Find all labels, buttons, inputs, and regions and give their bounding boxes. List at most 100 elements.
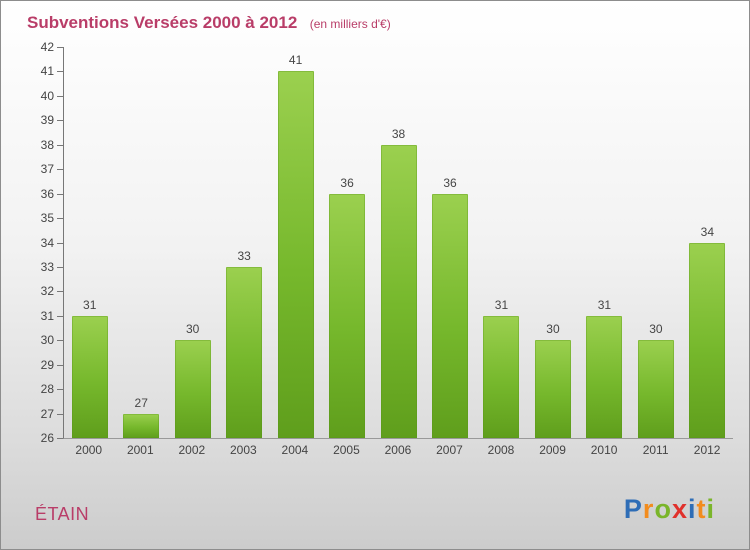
x-tick-label: 2010 xyxy=(590,443,618,457)
chart-title: Subventions Versées 2000 à 2012 xyxy=(27,13,298,32)
y-tick-label: 28 xyxy=(40,382,54,397)
y-tick-mark xyxy=(57,291,63,293)
y-tick-label: 32 xyxy=(40,284,54,299)
bar xyxy=(689,242,726,438)
y-tick-mark xyxy=(57,413,63,415)
logo-letter: t xyxy=(696,494,707,524)
y-tick-label: 34 xyxy=(40,235,54,250)
logo-letter: o xyxy=(654,494,672,524)
x-tick-label: 2006 xyxy=(384,443,412,457)
x-tick-label: 2003 xyxy=(230,443,257,457)
bar-column: 38 xyxy=(373,47,424,438)
bar-value-label: 38 xyxy=(391,126,406,141)
bars-area: 31 27 30 33 41 36 38 36 31 30 31 30 34 xyxy=(64,47,733,438)
bar-column: 41 xyxy=(270,47,321,438)
x-tick-label: 2002 xyxy=(178,443,206,457)
bar xyxy=(174,340,211,438)
y-tick-label: 40 xyxy=(40,88,54,103)
bar-column: 27 xyxy=(115,47,166,438)
y-tick-label: 39 xyxy=(40,113,54,128)
x-tick-label: 2008 xyxy=(487,443,515,457)
y-tick-mark xyxy=(57,242,63,244)
bar-value-label: 30 xyxy=(546,322,560,337)
bar-column: 31 xyxy=(579,47,630,438)
y-tick-label: 42 xyxy=(40,40,54,54)
y-tick-label: 26 xyxy=(40,431,54,445)
bar xyxy=(123,413,160,438)
logo-letter: P xyxy=(623,494,643,524)
bar-value-label: 36 xyxy=(340,175,354,190)
x-tick-label: 2009 xyxy=(539,443,566,457)
bar-column: 36 xyxy=(321,47,372,438)
x-tick-label: 2012 xyxy=(693,443,721,457)
bar-column: 31 xyxy=(64,47,115,438)
y-tick-label: 30 xyxy=(40,333,54,348)
logo-letter: r xyxy=(642,494,655,524)
bar-column: 36 xyxy=(424,47,475,438)
y-tick-mark xyxy=(57,47,63,48)
y-tick-label: 38 xyxy=(40,137,54,152)
bar xyxy=(483,315,520,438)
chart-header: Subventions Versées 2000 à 2012 (en mill… xyxy=(1,1,749,33)
bar-value-label: 31 xyxy=(494,297,509,312)
x-axis-labels: 2000 2001 2002 2003 2004 2005 2006 2007 2008 2009… xyxy=(63,443,733,457)
bar-column: 30 xyxy=(630,47,681,438)
y-tick-mark xyxy=(57,364,63,366)
x-tick-label: 2011 xyxy=(642,443,669,457)
y-tick-mark xyxy=(57,340,63,342)
y-tick-label: 33 xyxy=(40,259,54,274)
bar-column: 30 xyxy=(167,47,218,438)
bar xyxy=(586,315,623,438)
bar-value-label: 36 xyxy=(443,175,457,190)
y-tick-label: 35 xyxy=(40,211,54,226)
logo-letter: i xyxy=(687,494,697,524)
y-tick-label: 37 xyxy=(40,162,54,177)
bar xyxy=(71,315,108,438)
chart-subtitle: (en milliers d'€) xyxy=(309,17,391,31)
bar-chart-plot: 31 27 30 33 41 36 38 36 31 30 31 30 34 42 41 40 39 38 37 3… xyxy=(41,40,733,445)
proxiti-logo[interactable]: Proxiti xyxy=(624,494,715,525)
bar-value-label: 41 xyxy=(288,53,303,68)
bar xyxy=(226,266,263,438)
logo-letter: i xyxy=(706,494,715,524)
x-tick-label: 2007 xyxy=(436,443,463,457)
bar xyxy=(534,340,571,438)
bar-value-label: 33 xyxy=(237,248,251,263)
bar xyxy=(637,340,674,438)
y-tick-label: 31 xyxy=(40,308,54,323)
y-tick-mark xyxy=(57,266,63,268)
y-tick-mark xyxy=(57,218,63,220)
x-tick-label: 2000 xyxy=(75,443,103,457)
y-tick-label: 27 xyxy=(40,406,54,421)
y-tick-mark xyxy=(57,144,63,146)
y-tick-mark xyxy=(57,71,63,73)
bar-value-label: 27 xyxy=(134,395,148,410)
logo-letter: x xyxy=(671,494,688,524)
x-tick-label: 2001 xyxy=(126,443,154,457)
bar xyxy=(277,71,314,438)
y-tick-label: 41 xyxy=(40,64,54,79)
place-name: ÉTAIN xyxy=(35,504,90,524)
bar-column: 34 xyxy=(682,47,733,438)
y-tick-mark xyxy=(57,169,63,171)
y-tick-label: 36 xyxy=(40,186,54,201)
y-tick-mark xyxy=(57,389,63,391)
y-tick-mark xyxy=(57,193,63,195)
y-tick-label: 29 xyxy=(40,357,54,372)
bar-value-label: 31 xyxy=(597,297,612,312)
bar-value-label: 30 xyxy=(649,322,663,337)
footer: ÉTAIN Proxiti xyxy=(1,494,749,525)
bar-value-label: 31 xyxy=(83,297,97,312)
bar-column: 33 xyxy=(218,47,269,438)
x-tick-label: 2004 xyxy=(281,443,309,457)
y-tick-mark xyxy=(57,95,63,97)
bar xyxy=(380,144,417,438)
bar xyxy=(432,193,469,438)
bar-column: 30 xyxy=(527,47,578,438)
bar xyxy=(329,193,366,438)
y-tick-mark xyxy=(57,120,63,122)
bar-column: 31 xyxy=(476,47,527,438)
y-tick-mark xyxy=(57,438,63,439)
x-tick-label: 2005 xyxy=(333,443,360,457)
